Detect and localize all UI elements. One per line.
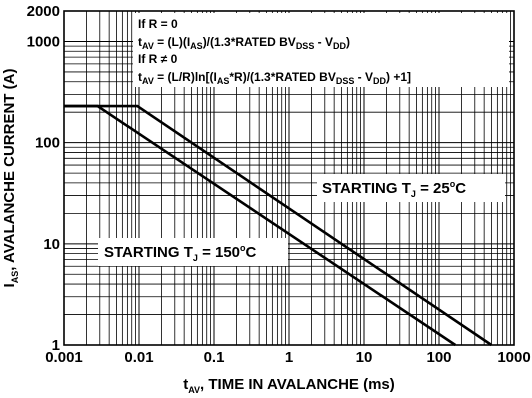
plot-frame <box>63 10 515 346</box>
y-tick-label: 2000 <box>27 3 60 20</box>
x-tick-label: 0.1 <box>204 349 225 366</box>
x-tick-label: 10 <box>356 349 373 366</box>
series-label-box-25c <box>317 174 505 202</box>
x-axis-label: tAV, TIME IN AVALANCHE (ms) <box>183 376 395 395</box>
series-label-25c: STARTING TJ = 25oC <box>322 179 466 199</box>
formula-r-zero: tAV = (L)(IAS)/(1.3*RATED BVDSS - VDD) <box>138 35 350 51</box>
series-label-box-150c <box>98 238 288 266</box>
x-tick-label: 100 <box>426 349 451 366</box>
y-tick-labels: 1 10 100 1000 2000 <box>27 3 60 354</box>
y-tick-label: 100 <box>35 135 60 152</box>
formula-r-nonzero: tAV = (L/R)ln[(IAS*R)/(1.3*RATED BVDSS -… <box>138 70 411 86</box>
formula-box <box>133 13 509 87</box>
curves <box>64 104 493 347</box>
y-tick-label: 10 <box>43 236 60 253</box>
x-tick-labels: 0.001 0.01 0.1 1 10 100 1000 <box>45 349 530 366</box>
y-axis-label: IAS, AVALANCHE CURRENT (A) <box>1 69 20 288</box>
x-tick-label: 1000 <box>497 349 530 366</box>
x-tick-label: 0.01 <box>124 349 153 366</box>
x-tick-label: 0.001 <box>45 349 83 366</box>
x-tick-label: 1 <box>285 349 293 366</box>
formula-condition-r-nonzero: If R ≠ 0 <box>138 52 178 66</box>
y-tick-label: 1 <box>52 337 60 354</box>
y-tick-label: 1000 <box>27 33 60 50</box>
series-line-1 <box>64 104 457 347</box>
formula-condition-r-zero: If R = 0 <box>138 17 178 31</box>
series-label-150c: STARTING TJ = 150oC <box>104 243 257 263</box>
